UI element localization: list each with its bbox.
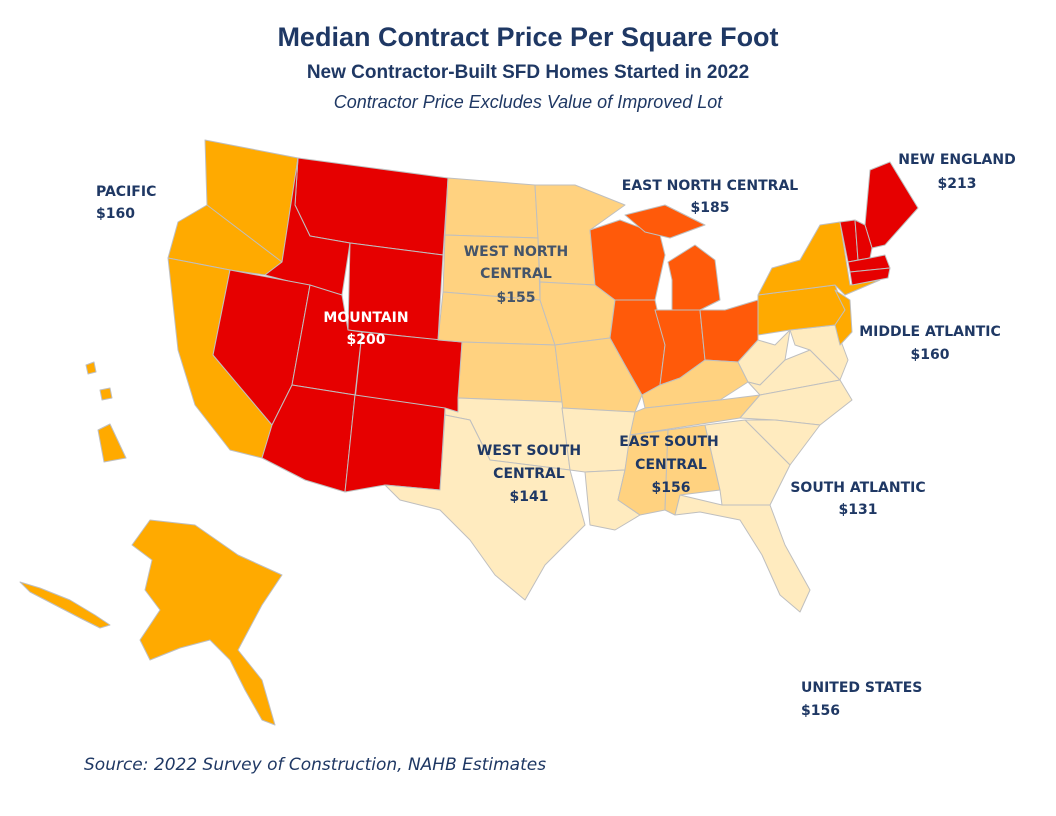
label-mountain-name: MOUNTAIN: [323, 310, 408, 326]
region-west-south-central: [384, 397, 641, 601]
map-subtitle: New Contractor-Built SFD Homes Started i…: [306, 62, 750, 83]
label-united-states-name: UNITED STATES: [801, 680, 922, 696]
region-mountain: [212, 157, 463, 493]
island-hawaii-small-2: [99, 387, 113, 401]
state-north-dakota: [444, 177, 539, 239]
state-maine: [864, 161, 919, 249]
state-connecticut-rhode-island: [849, 267, 891, 286]
label-wnc-name-line1: WEST NORTH: [464, 244, 569, 260]
state-alaska: [131, 519, 283, 726]
alaska-aleutian-islands: [19, 581, 111, 629]
state-new-jersey: [834, 289, 853, 346]
state-hawaii: [97, 423, 127, 463]
label-pacific-value: $160: [96, 206, 135, 222]
state-new-york: [757, 221, 881, 296]
label-wnc-name-line2: CENTRAL: [480, 266, 552, 282]
region-south-atlantic: [674, 324, 853, 613]
state-michigan-lower: [667, 244, 721, 311]
region-pacific: [19, 139, 299, 726]
state-florida: [674, 494, 811, 613]
source-note: Source: 2022 Survey of Construction, NAH…: [84, 755, 547, 775]
map-subtitle-note: Contractor Price Excludes Value of Impro…: [333, 92, 723, 112]
state-georgia: [704, 419, 791, 506]
label-wsc-name-line1: WEST SOUTH: [477, 443, 581, 459]
region-middle-atlantic: [757, 221, 881, 346]
label-south-atlantic-value: $131: [839, 502, 878, 518]
region-east-south-central: [617, 359, 761, 516]
label-wsc-name-line2: CENTRAL: [493, 466, 565, 482]
label-new-england-value: $213: [938, 176, 977, 192]
label-pacific-name: PACIFIC: [96, 184, 156, 200]
label-south-atlantic-name: SOUTH ATLANTIC: [790, 480, 925, 496]
label-esc-name-line1: EAST SOUTH: [619, 434, 719, 450]
state-idaho: [264, 157, 351, 296]
state-new-mexico: [344, 394, 446, 493]
label-esc-value: $156: [652, 480, 691, 496]
region-east-north-central: [589, 204, 759, 396]
state-kansas: [457, 341, 563, 403]
label-wsc-value: $141: [510, 489, 549, 505]
label-enc-value: $185: [691, 200, 730, 216]
label-mountain-value: $200: [347, 332, 386, 348]
state-wisconsin: [589, 219, 666, 301]
state-massachusetts: [847, 254, 891, 273]
label-new-england-name: NEW ENGLAND: [898, 152, 1015, 168]
label-enc-name: EAST NORTH CENTRAL: [622, 178, 799, 194]
label-wnc-value: $155: [497, 290, 536, 306]
label-middle-atlantic-value: $160: [911, 347, 950, 363]
region-new-england: [839, 161, 919, 286]
map-title: Median Contract Price Per Square Foot: [277, 22, 779, 52]
state-new-hampshire: [854, 219, 873, 261]
state-texas: [384, 414, 586, 601]
label-esc-name-line2: CENTRAL: [635, 457, 707, 473]
state-michigan-upper: [624, 204, 706, 239]
island-hawaii-small-1: [85, 361, 97, 375]
label-united-states-value: $156: [801, 703, 840, 719]
label-middle-atlantic-name: MIDDLE ATLANTIC: [859, 324, 1001, 340]
